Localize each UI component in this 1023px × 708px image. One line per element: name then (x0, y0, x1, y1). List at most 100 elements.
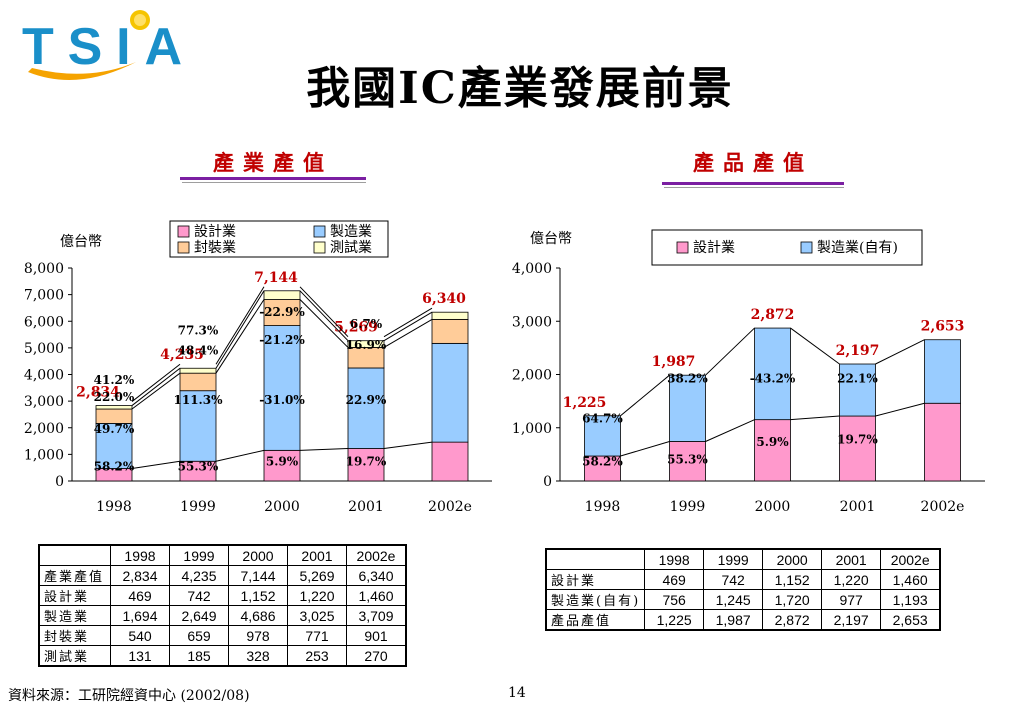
right-unit-label: 億台幣 (530, 231, 572, 247)
total-value-label: 4,235 (160, 347, 204, 363)
table-cell: 6,340 (346, 565, 407, 586)
table-cell: 977 (821, 589, 882, 610)
table-cell: 1,460 (346, 585, 407, 606)
y-tick-label: 3,000 (24, 394, 64, 410)
growth-rate-label: 5.9% (266, 455, 299, 469)
growth-rate-label: 19.7% (837, 433, 878, 447)
growth-rate-label: 49.7% (94, 422, 135, 436)
table-row: 製造業 1,694 2,649 4,686 3,025 3,709 (38, 605, 407, 626)
x-tick-label: 1998 (585, 499, 621, 515)
table-row-header: 封裝業 (38, 625, 111, 646)
y-tick-label: 4,000 (512, 261, 552, 277)
table-row: 產業產值 2,834 4,235 7,144 5,269 6,340 (38, 565, 407, 586)
table-cell: 1,987 (703, 609, 764, 631)
table-cell: 901 (346, 625, 407, 646)
table-cell: 1,220 (821, 569, 882, 590)
table-header-cell: 1998 (644, 548, 705, 570)
table-cell: 742 (169, 585, 229, 606)
bar-segment (754, 327, 791, 421)
bar-segment (839, 415, 876, 482)
x-tick-label: 2001 (840, 499, 876, 515)
total-connector-line (131, 286, 433, 402)
growth-rate-label: -31.0% (259, 393, 305, 407)
table-row: 設計業 469 742 1,152 1,220 1,460 (38, 585, 407, 606)
y-tick-label: 8,000 (24, 261, 64, 277)
growth-rate-label: -43.2% (750, 371, 796, 385)
table-header-cell: 1999 (169, 544, 229, 566)
bar-segment (924, 402, 961, 482)
y-tick-label: 6,000 (24, 314, 64, 330)
y-tick-label: 7,000 (24, 288, 64, 304)
page-title: 我國IC產業發展前景 (306, 63, 734, 114)
legend-swatch (800, 241, 813, 254)
total-value-label: 1,225 (563, 395, 607, 411)
table-cell: 978 (228, 625, 288, 646)
data-source-note: 資料來源：工研院經資中心 (2002/08) (8, 688, 250, 704)
product-value-table: 1998 1999 2000 2001 2002e 設計業 469 742 1,152 1,220… (545, 548, 942, 631)
left-subtitle-rule-thin (182, 182, 366, 183)
bar-segment (263, 299, 301, 326)
table-cell: 659 (169, 625, 229, 646)
legend-swatch (313, 241, 326, 254)
x-tick-label: 2002e (921, 499, 965, 515)
table-cell: 3,025 (287, 605, 347, 626)
legend-swatch (313, 225, 326, 238)
right-subtitle-rule (662, 182, 844, 185)
table-cell: 1,225 (644, 609, 705, 631)
table-cell: 2,834 (110, 565, 170, 586)
table-cell: 131 (110, 645, 170, 667)
growth-rate-label: -22.9% (259, 305, 305, 319)
bar-segment (431, 342, 469, 443)
bar-segment (584, 415, 621, 457)
bar-segment (347, 367, 385, 449)
total-value-label: 1,987 (652, 354, 696, 370)
table-header-cell (38, 544, 111, 566)
growth-rate-label: 22.9% (346, 393, 387, 407)
left-legend (169, 220, 389, 258)
growth-rate-label: 5.9% (756, 435, 789, 449)
table-cell: 469 (110, 585, 170, 606)
bar-segment (431, 311, 469, 320)
left-unit-label: 億台幣 (60, 234, 102, 250)
bar-segment (95, 423, 133, 469)
legend-label: 封裝業 (194, 240, 236, 256)
product-value-chart: 億台幣 0 1,000 2,000 3,000 4,000 1998 1,225 1999 1,… (512, 229, 985, 515)
growth-rate-label: 111.3% (174, 393, 224, 407)
left-plot-area: 0 1,000 2,000 3,000 4,000 5,000 6,000 7,000 8,00… (24, 261, 492, 515)
growth-connector-line (620, 402, 925, 457)
table-row-header: 測試業 (38, 645, 111, 667)
table-cell: 4,235 (169, 565, 229, 586)
growth-rate-label: 6.7% (350, 317, 383, 331)
table-cell: 328 (228, 645, 288, 667)
total-value-label: 5,269 (334, 320, 378, 336)
table-row: 製造業(自有) 756 1,245 1,720 977 1,193 (545, 589, 941, 610)
growth-rate-label: 55.3% (667, 452, 708, 466)
growth-rate-label: -21.2% (259, 333, 305, 347)
table-row-header: 製造業(自有) (545, 589, 646, 610)
table-cell: 540 (110, 625, 170, 646)
legend-swatch (676, 241, 689, 254)
table-cell: 1,152 (762, 569, 823, 590)
bar-segment (95, 405, 133, 410)
table-cell: 7,144 (228, 565, 288, 586)
y-tick-label: 5,000 (24, 341, 64, 357)
table-cell: 4,686 (228, 605, 288, 626)
growth-rate-label: 41.2% (94, 373, 135, 387)
industry-value-table: 1998 1999 2000 2001 2002e 產業產值 2,834 4,235 7,144… (38, 544, 407, 667)
table-cell: 756 (644, 589, 705, 610)
table-header-row: 1998 1999 2000 2001 2002e (545, 548, 941, 570)
table-cell: 185 (169, 645, 229, 667)
table-row-header: 設計業 (545, 569, 646, 590)
y-tick-label: 1,000 (24, 447, 64, 463)
table-cell: 2,649 (169, 605, 229, 626)
total-value-label: 7,144 (254, 270, 298, 286)
growth-rate-label: 77.3% (178, 324, 219, 338)
growth-rate-label: 58.2% (582, 455, 623, 469)
table-header-row: 1998 1999 2000 2001 2002e (38, 544, 407, 566)
growth-rate-label: 22.0% (94, 390, 135, 404)
growth-rate-label: 48.4% (178, 344, 219, 358)
growth-connector-line (131, 290, 433, 406)
table-row: 產品產值 1,225 1,987 2,872 2,197 2,653 (545, 609, 941, 631)
x-tick-label: 2002e (428, 499, 472, 515)
table-cell: 2,197 (821, 609, 882, 631)
